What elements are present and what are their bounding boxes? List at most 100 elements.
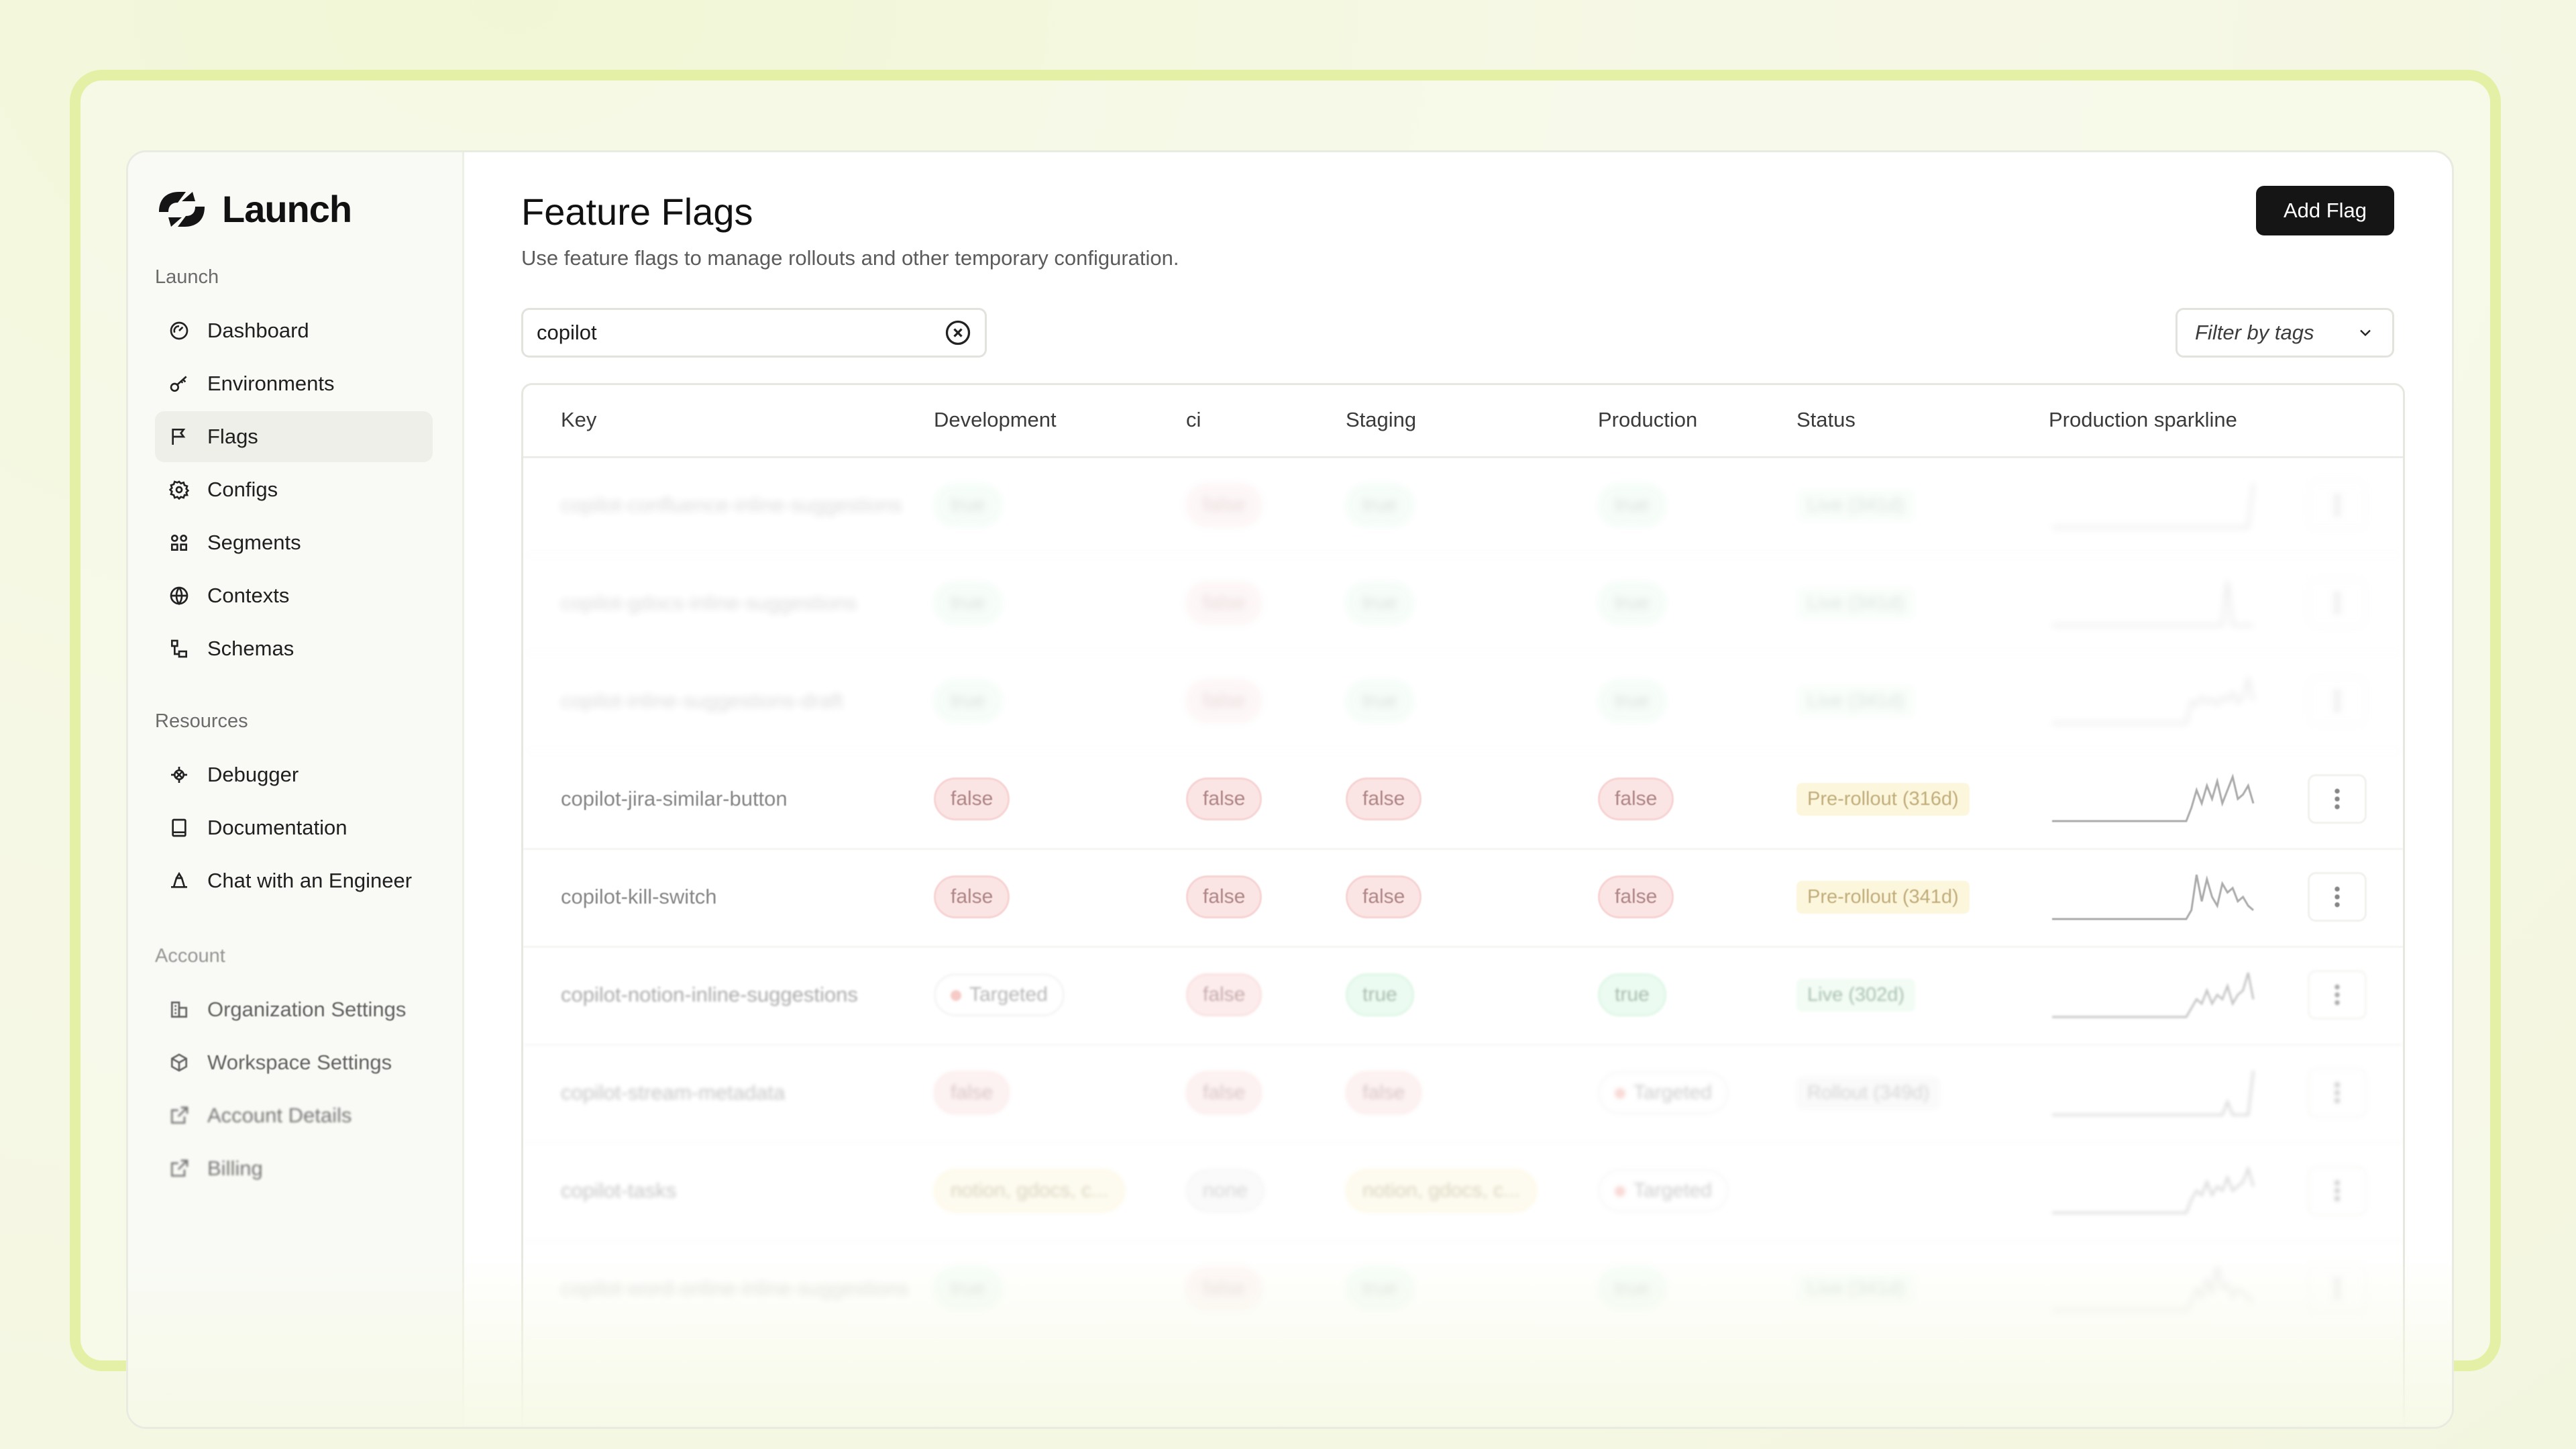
- sidebar-item-segments[interactable]: Segments: [155, 517, 433, 568]
- production-value-pill[interactable]: false: [1598, 777, 1674, 820]
- ci-cell: false: [1186, 946, 1263, 1044]
- development-value-pill[interactable]: true: [934, 582, 1002, 625]
- column-header-production: Production: [1598, 408, 1698, 431]
- ci-value-pill[interactable]: none: [1186, 1169, 1265, 1212]
- table-row[interactable]: copilot-stream-metadata false false false Ta…: [523, 1044, 2403, 1144]
- row-menu-button[interactable]: [2308, 872, 2367, 922]
- ci-value-pill[interactable]: false: [1186, 680, 1263, 722]
- row-menu-button[interactable]: [2308, 676, 2367, 726]
- ci-value-pill[interactable]: false: [1186, 582, 1263, 625]
- row-menu-button[interactable]: [2308, 1068, 2367, 1118]
- sparkline-cell: [2049, 1044, 2257, 1142]
- ci-value-pill[interactable]: false: [1186, 777, 1263, 820]
- sidebar-item-label: Billing: [207, 1157, 263, 1180]
- sidebar-item-contexts[interactable]: Contexts: [155, 570, 433, 621]
- flag-key[interactable]: copilot-jira-similar-button: [561, 787, 788, 810]
- more-vertical-icon: [2334, 494, 2340, 516]
- flag-key[interactable]: copilot-inline-suggestions-draft: [561, 689, 843, 712]
- flag-key[interactable]: copilot-gdocs-inline-suggestions: [561, 591, 857, 614]
- sidebar-item-environments[interactable]: Environments: [155, 358, 433, 409]
- table-row[interactable]: copilot-inline-suggestions-draft true fals…: [523, 652, 2403, 752]
- sidebar-item-documentation[interactable]: Documentation: [155, 802, 433, 853]
- clear-search-icon[interactable]: [943, 318, 973, 347]
- staging-value-pill[interactable]: false: [1346, 875, 1422, 918]
- more-vertical-icon: [2334, 690, 2340, 712]
- sidebar-item-schemas[interactable]: Schemas: [155, 623, 433, 674]
- ci-value-pill[interactable]: false: [1186, 973, 1263, 1016]
- production-value-pill[interactable]: true: [1598, 973, 1666, 1016]
- development-value-pill[interactable]: false: [934, 1071, 1010, 1114]
- development-value-pill[interactable]: false: [934, 777, 1010, 820]
- sidebar-item-label: Organization Settings: [207, 998, 407, 1021]
- production-cell: Targeted: [1598, 1142, 1729, 1240]
- sidebar-item-label: Flags: [207, 425, 258, 448]
- development-value-pill[interactable]: Targeted: [934, 973, 1065, 1016]
- sidebar-item-flags[interactable]: Flags: [155, 411, 433, 462]
- flag-key[interactable]: copilot-stream-metadata: [561, 1081, 786, 1104]
- staging-value-pill[interactable]: notion, gdocs, c...: [1346, 1169, 1538, 1212]
- table-row[interactable]: copilot-confluence-inline-suggestions tru…: [523, 456, 2403, 556]
- sidebar-item-account-details[interactable]: Account Details: [155, 1090, 433, 1141]
- sidebar-item-debugger[interactable]: Debugger: [155, 749, 433, 800]
- sidebar-item-billing[interactable]: Billing: [155, 1143, 433, 1194]
- row-menu-button[interactable]: [2308, 970, 2367, 1020]
- production-value-pill[interactable]: Targeted: [1598, 1071, 1729, 1114]
- sidebar-item-organization-settings[interactable]: Organization Settings: [155, 984, 433, 1035]
- status-cell: Rollout (349d): [1796, 1044, 1941, 1142]
- production-value-pill[interactable]: true: [1598, 680, 1666, 722]
- production-value-pill[interactable]: true: [1598, 484, 1666, 527]
- pill-label: false: [1362, 885, 1405, 908]
- status-badge: Live (341d): [1796, 684, 1916, 718]
- production-value-pill[interactable]: Targeted: [1598, 1169, 1729, 1212]
- sidebar-item-label: Environments: [207, 372, 335, 395]
- table-row[interactable]: copilot-gdocs-inline-suggestions true fals…: [523, 554, 2403, 654]
- development-cell: false: [934, 1044, 1010, 1142]
- row-menu-button[interactable]: [2308, 578, 2367, 628]
- row-menu-button[interactable]: [2308, 1166, 2367, 1216]
- add-flag-button[interactable]: Add Flag: [2256, 186, 2394, 235]
- logo[interactable]: Launch: [155, 187, 352, 231]
- sparkline-cell: [2049, 554, 2257, 652]
- column-header-staging: Staging: [1346, 408, 1417, 431]
- table-row[interactable]: copilot-tasks notion, gdocs, c... none noti…: [523, 1142, 2403, 1242]
- row-menu-button[interactable]: [2308, 774, 2367, 824]
- flag-key[interactable]: copilot-notion-inline-suggestions: [561, 983, 858, 1006]
- pill-label: false: [1203, 885, 1246, 908]
- staging-value-pill[interactable]: false: [1346, 777, 1422, 820]
- search-input[interactable]: [535, 320, 943, 345]
- sparkline-line: [2052, 972, 2255, 1018]
- ci-value-pill[interactable]: false: [1186, 875, 1263, 918]
- pill-label: true: [1615, 690, 1650, 712]
- staging-value-pill[interactable]: true: [1346, 973, 1414, 1016]
- table-row[interactable]: copilot-kill-switch false false false false P…: [523, 848, 2403, 948]
- filter-by-tags-dropdown[interactable]: Filter by tags: [2176, 308, 2394, 358]
- ci-value-pill[interactable]: false: [1186, 484, 1263, 527]
- staging-value-pill[interactable]: false: [1346, 1071, 1422, 1114]
- sidebar-item-label: Schemas: [207, 637, 294, 660]
- production-cell: false: [1598, 750, 1674, 848]
- development-value-pill[interactable]: true: [934, 680, 1002, 722]
- staging-value-pill[interactable]: true: [1346, 484, 1414, 527]
- pill-label: true: [1615, 983, 1650, 1006]
- production-sparkline: [2052, 972, 2255, 1018]
- ci-value-pill[interactable]: false: [1186, 1071, 1263, 1114]
- sidebar-item-configs[interactable]: Configs: [155, 464, 433, 515]
- table-row[interactable]: copilot-notion-inline-suggestions Targete…: [523, 946, 2403, 1046]
- staging-value-pill[interactable]: true: [1346, 680, 1414, 722]
- development-value-pill[interactable]: false: [934, 875, 1010, 918]
- staging-value-pill[interactable]: true: [1346, 582, 1414, 625]
- sidebar-item-workspace-settings[interactable]: Workspace Settings: [155, 1037, 433, 1088]
- production-value-pill[interactable]: true: [1598, 582, 1666, 625]
- app-name: Launch: [222, 188, 352, 230]
- sidebar-item-chat-with-an-engineer[interactable]: Chat with an Engineer: [155, 855, 433, 906]
- flag-key[interactable]: copilot-kill-switch: [561, 885, 717, 908]
- page-title: Feature Flags: [521, 191, 753, 233]
- development-value-pill[interactable]: true: [934, 484, 1002, 527]
- row-menu-button[interactable]: [2308, 480, 2367, 530]
- sidebar-item-dashboard[interactable]: Dashboard: [155, 305, 433, 356]
- table-row[interactable]: copilot-jira-similar-button false false fal…: [523, 750, 2403, 850]
- development-value-pill[interactable]: notion, gdocs, c...: [934, 1169, 1126, 1212]
- flag-key[interactable]: copilot-tasks: [561, 1179, 677, 1202]
- production-value-pill[interactable]: false: [1598, 875, 1674, 918]
- flag-key[interactable]: copilot-confluence-inline-suggestions: [561, 493, 902, 517]
